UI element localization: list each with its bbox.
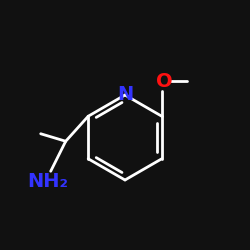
Text: N: N bbox=[117, 86, 133, 104]
Text: NH₂: NH₂ bbox=[28, 172, 69, 191]
Text: O: O bbox=[156, 72, 172, 91]
